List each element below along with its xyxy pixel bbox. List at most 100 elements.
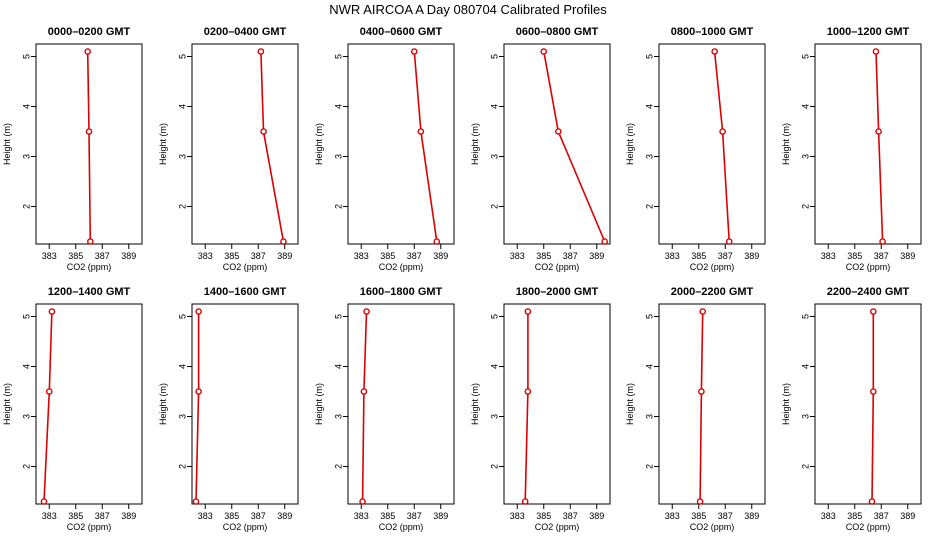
data-point — [48, 308, 56, 315]
data-point — [410, 48, 418, 55]
y-tick-label: 5 — [177, 314, 187, 319]
x-tick-label: 385 — [847, 251, 862, 261]
x-tick-label: 387 — [563, 251, 578, 261]
panel-title: 2200–2400 GMT — [827, 286, 910, 298]
x-tick-label: 387 — [718, 251, 733, 261]
x-tick-label: 389 — [121, 511, 136, 521]
profile-line — [871, 311, 875, 502]
y-tick-label: 4 — [644, 364, 654, 369]
x-tick-label: 383 — [821, 511, 836, 521]
y-tick-label: 4 — [333, 104, 343, 109]
x-tick-label: 389 — [589, 251, 604, 261]
x-axis-label: CO2 (ppm) — [535, 522, 580, 532]
y-tick-label: 4 — [489, 104, 499, 109]
data-point — [725, 238, 733, 245]
data-point — [868, 498, 876, 505]
x-axis-label: CO2 (ppm) — [67, 522, 112, 532]
x-tick-label: 387 — [563, 511, 578, 521]
y-axis-label: Height (m) — [158, 383, 168, 425]
x-axis-label: CO2 (ppm) — [690, 522, 735, 532]
x-tick-label: 389 — [744, 511, 759, 521]
profile-panel: 2200–2400 GMT 383 385 387 389 CO2 (ppm) 2 3 4 5 He… — [781, 286, 922, 532]
y-axis-label: Height (m) — [470, 123, 480, 165]
x-tick-label: 385 — [224, 251, 239, 261]
y-tick-label: 4 — [177, 104, 187, 109]
y-tick-label: 2 — [489, 464, 499, 469]
x-tick-label: 389 — [589, 511, 604, 521]
x-tick-label: 385 — [691, 251, 706, 261]
y-axis-label: Height (m) — [158, 123, 168, 165]
y-tick-label: 3 — [177, 414, 187, 419]
x-tick-label: 387 — [251, 511, 266, 521]
panel-title: 0000–0200 GMT — [48, 26, 131, 38]
x-tick-label: 383 — [354, 511, 369, 521]
profile-panel: 1800–2000 GMT 383 385 387 389 CO2 (ppm) 2 3 4 5 He… — [470, 286, 611, 532]
data-point — [260, 128, 267, 135]
y-axis-label: Height (m) — [625, 383, 635, 425]
y-tick-label: 5 — [800, 54, 810, 59]
panel-title: 0800–1000 GMT — [671, 26, 754, 38]
data-point — [698, 388, 705, 395]
data-point — [870, 308, 877, 315]
plot-frame — [658, 43, 766, 245]
profile-panel: 1400–1600 GMT 383 385 387 389 CO2 (ppm) 2 3 4 5 He… — [158, 286, 299, 532]
x-tick-label: 385 — [536, 251, 551, 261]
panel-title: 1200–1400 GMT — [48, 286, 131, 298]
data-point — [875, 128, 882, 135]
panel-grid: 0000–0200 GMT 383 385 387 389 CO2 (ppm) 2 3 4 5 He… — [2, 26, 922, 532]
y-tick-label: 2 — [177, 204, 187, 209]
y-tick-label: 5 — [644, 314, 654, 319]
panel-title: 1000–1200 GMT — [827, 26, 910, 38]
profile-panel: 0800–1000 GMT 383 385 387 389 CO2 (ppm) 2 3 4 5 He… — [625, 26, 766, 272]
x-tick-label: 383 — [42, 251, 57, 261]
x-tick-label: 389 — [433, 251, 448, 261]
profile-line — [86, 51, 92, 242]
y-tick-label: 3 — [489, 154, 499, 159]
plot-frame — [503, 303, 611, 505]
y-tick-label: 4 — [177, 364, 187, 369]
y-tick-label: 5 — [21, 314, 31, 319]
x-tick-label: 385 — [536, 511, 551, 521]
plot-frame — [814, 303, 922, 505]
x-tick-label: 385 — [68, 511, 83, 521]
x-tick-label: 385 — [691, 511, 706, 521]
profile-panel: 0400–0600 GMT 383 385 387 389 CO2 (ppm) 2 3 4 5 He… — [314, 26, 455, 272]
x-tick-label: 383 — [198, 251, 213, 261]
profile-line — [361, 311, 368, 502]
profile-line — [413, 51, 438, 242]
data-point — [417, 128, 425, 135]
profile-line — [699, 311, 704, 502]
panel-title: 0200–0400 GMT — [204, 26, 287, 38]
data-point — [696, 498, 704, 505]
y-tick-label: 2 — [489, 204, 499, 209]
profile-panel: 2000–2200 GMT 383 385 387 389 CO2 (ppm) 2 3 4 5 He… — [625, 286, 766, 532]
profile-panel: 1200–1400 GMT 383 385 387 389 CO2 (ppm) 2 3 4 5 He… — [2, 286, 143, 532]
panel-title: 1400–1600 GMT — [204, 286, 287, 298]
x-tick-label: 383 — [198, 511, 213, 521]
y-tick-label: 5 — [177, 54, 187, 59]
x-tick-label: 389 — [277, 251, 292, 261]
data-point — [540, 48, 548, 55]
x-tick-label: 383 — [354, 251, 369, 261]
x-tick-label: 387 — [407, 511, 422, 521]
x-tick-label: 389 — [121, 251, 136, 261]
panel-title: 0400–0600 GMT — [360, 26, 443, 38]
x-axis-label: CO2 (ppm) — [223, 262, 268, 272]
y-tick-label: 2 — [177, 464, 187, 469]
y-tick-label: 3 — [644, 154, 654, 159]
profile-panel: 1000–1200 GMT 383 385 387 389 CO2 (ppm) 2 3 4 5 He… — [781, 26, 922, 272]
data-point — [360, 388, 368, 395]
x-tick-label: 387 — [874, 251, 889, 261]
profile-line — [195, 311, 200, 502]
y-tick-label: 5 — [644, 54, 654, 59]
panel-title: 1600–1800 GMT — [360, 286, 443, 298]
y-tick-label: 5 — [800, 314, 810, 319]
x-tick-label: 385 — [68, 251, 83, 261]
data-point — [257, 48, 265, 55]
profile-panel: 0600–0800 GMT 383 385 387 389 CO2 (ppm) 2 3 4 5 He… — [470, 26, 611, 272]
data-point — [195, 308, 202, 315]
x-tick-label: 387 — [95, 251, 110, 261]
y-axis-label: Height (m) — [314, 123, 324, 165]
y-tick-label: 5 — [333, 54, 343, 59]
y-axis-label: Height (m) — [314, 383, 324, 425]
